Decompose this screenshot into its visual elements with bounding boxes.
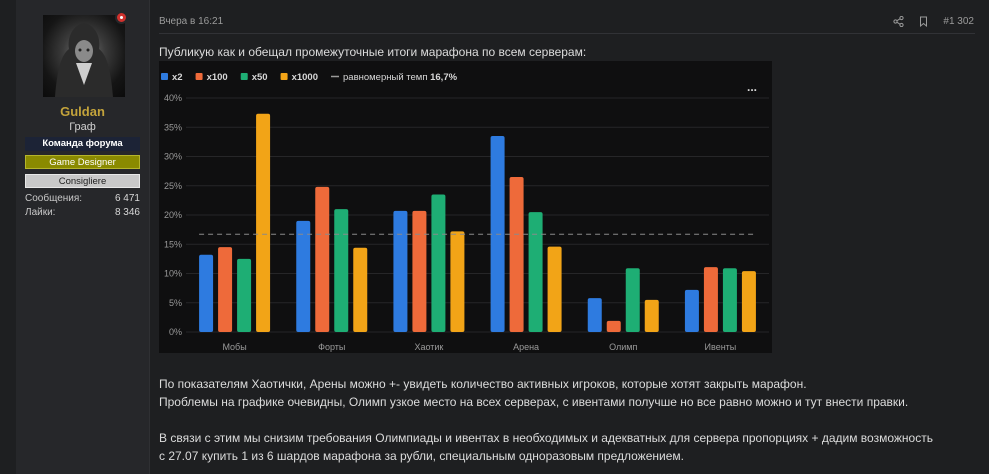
user-panel: Guldan Граф Команда форума Game Designer… [16,0,150,474]
bar-x100 [412,210,427,332]
y-tick-label: 35% [164,122,182,132]
divider [159,33,975,34]
legend-swatch [195,73,203,80]
y-tick-label: 40% [164,93,182,103]
bar-x50 [625,268,640,332]
y-tick-label: 5% [169,298,182,308]
bar-x100 [509,176,524,332]
bar-x2 [393,210,408,332]
chart: 0% 5% 10% 15% 20% 25% 30% 35% 40% Мобы Форты Хаотик… [159,61,772,353]
stat-label: Лайки: [25,207,56,218]
post-content: Вчера в 16:21 #1 302 Публикую как и обещ… [159,0,989,474]
bar-x50 [237,258,252,332]
bar-x2 [684,289,699,332]
paragraph-2: Проблемы на графике очевидны, Олимп узко… [159,395,909,409]
paragraph-1: По показателям Хаотички, Арены можно +- … [159,377,807,391]
legend-swatch [161,73,168,80]
paragraph-4: с 27.07 купить 1 из 6 шардов марафона за… [159,449,684,463]
banner-consigliere: Consigliere [25,174,140,188]
y-tick-label: 30% [164,152,182,162]
x-tick-label: Арена [513,342,539,352]
banner-game-designer: Game Designer [25,155,140,169]
avatar[interactable] [43,15,125,97]
legend-swatch [240,73,248,80]
bar-x50 [528,212,543,332]
bar-x1000 [353,247,368,332]
legend-label: x100 [207,72,228,83]
x-tick-label: Олимп [609,342,637,352]
post-date[interactable]: Вчера в 16:21 [159,16,224,27]
legend-label: x1000 [292,72,318,83]
stat-label: Сообщения: [25,193,83,204]
user-title: Граф [69,121,96,133]
bar-x1000 [741,271,756,332]
y-tick-label: 0% [169,327,182,337]
x-tick-label: Хаотик [414,342,443,352]
y-tick-label: 20% [164,210,182,220]
post-actions: #1 302 [893,15,974,28]
username[interactable]: Guldan [60,104,105,119]
bar-x100 [606,320,621,332]
stat-likes: Лайки: 8 346 [25,207,140,219]
bar-x100 [315,186,330,332]
x-tick-label: Мобы [222,342,246,352]
bar-x100 [218,247,233,332]
bar-x50 [722,268,737,332]
forum-post: Guldan Граф Команда форума Game Designer… [16,0,989,474]
bar-x1000 [256,113,271,332]
x-tick-label: Форты [318,342,345,352]
post-intro: Публикую как и обещал промежуточные итог… [159,45,587,59]
share-icon[interactable] [893,15,905,28]
legend-swatch [280,73,288,80]
bar-x1000 [450,231,465,332]
chart-svg: 0% 5% 10% 15% 20% 25% 30% 35% 40% Мобы Форты Хаотик… [161,72,769,352]
bar-x2 [296,220,311,332]
banner-staff: Команда форума [25,137,140,151]
bookmark-icon[interactable] [918,16,929,28]
post-number[interactable]: #1 302 [943,16,974,27]
stat-value: 6 471 [114,193,140,204]
bar-x100 [703,267,718,332]
bar-x1000 [547,246,562,332]
stat-value: 8 346 [114,207,140,218]
paragraph-3: В связи с этим мы снизим требования Олим… [159,431,933,445]
legend-label: x50 [252,72,268,83]
x-tick-label: Ивенты [705,342,737,352]
notification-badge [115,11,128,24]
legend-reference-label: равномерный темп 16,7% [343,72,458,83]
bar-x50 [431,194,446,332]
bar-x2 [587,298,602,332]
y-tick-label: 25% [164,181,182,191]
legend-label: x2 [172,72,183,83]
stat-messages: Сообщения: 6 471 [25,193,140,205]
y-tick-label: 10% [164,269,182,279]
chart-menu-icon[interactable]: ... [747,80,757,94]
bar-x2 [199,254,214,332]
bar-x1000 [644,299,659,332]
bar-x50 [334,209,349,332]
y-tick-label: 15% [164,239,182,249]
